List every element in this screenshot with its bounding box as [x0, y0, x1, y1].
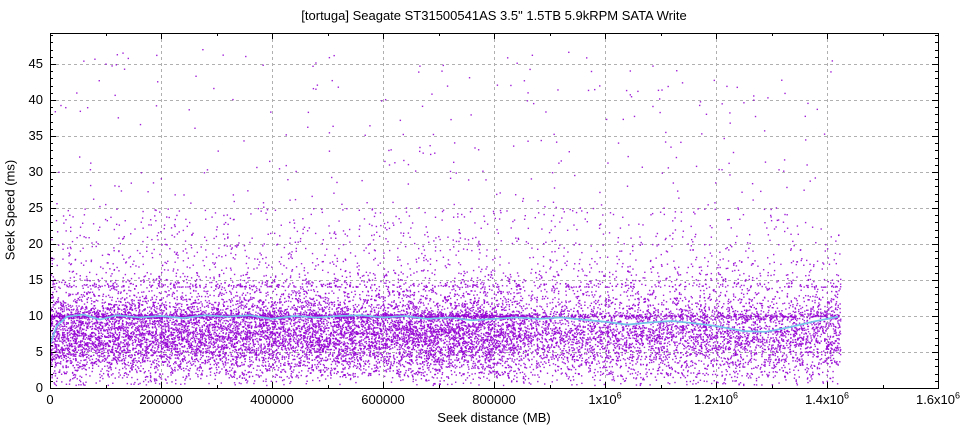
x-axis-label: Seek distance (MB) — [437, 410, 551, 425]
x-tick-label: 0 — [46, 392, 54, 407]
x-tick-label: 1x106 — [588, 390, 622, 407]
y-tick-label: 0 — [35, 380, 43, 395]
y-tick-label: 20 — [28, 235, 43, 251]
x-tick-label: 1.4x106 — [804, 390, 850, 407]
x-tick-label: 200000 — [139, 392, 183, 407]
y-tick-label: 45 — [28, 55, 43, 71]
x-tick-label: 1.6x106 — [915, 390, 960, 407]
y-tick-label: 5 — [35, 343, 43, 359]
x-tick-label: 600000 — [361, 392, 405, 407]
y-tick-label: 30 — [28, 163, 43, 179]
y-tick-label: 10 — [28, 307, 43, 323]
x-tick-label: 800000 — [472, 392, 516, 407]
chart-title: [tortuga] Seagate ST31500541AS 3.5" 1.5T… — [301, 8, 687, 23]
y-tick-label: 25 — [28, 199, 43, 215]
y-tick-label: 15 — [28, 271, 43, 287]
x-tick-label: 400000 — [250, 392, 294, 407]
y-tick-label: 40 — [28, 91, 43, 107]
y-tick-label: 35 — [28, 127, 43, 143]
x-tick-label: 1.2x106 — [693, 390, 739, 407]
